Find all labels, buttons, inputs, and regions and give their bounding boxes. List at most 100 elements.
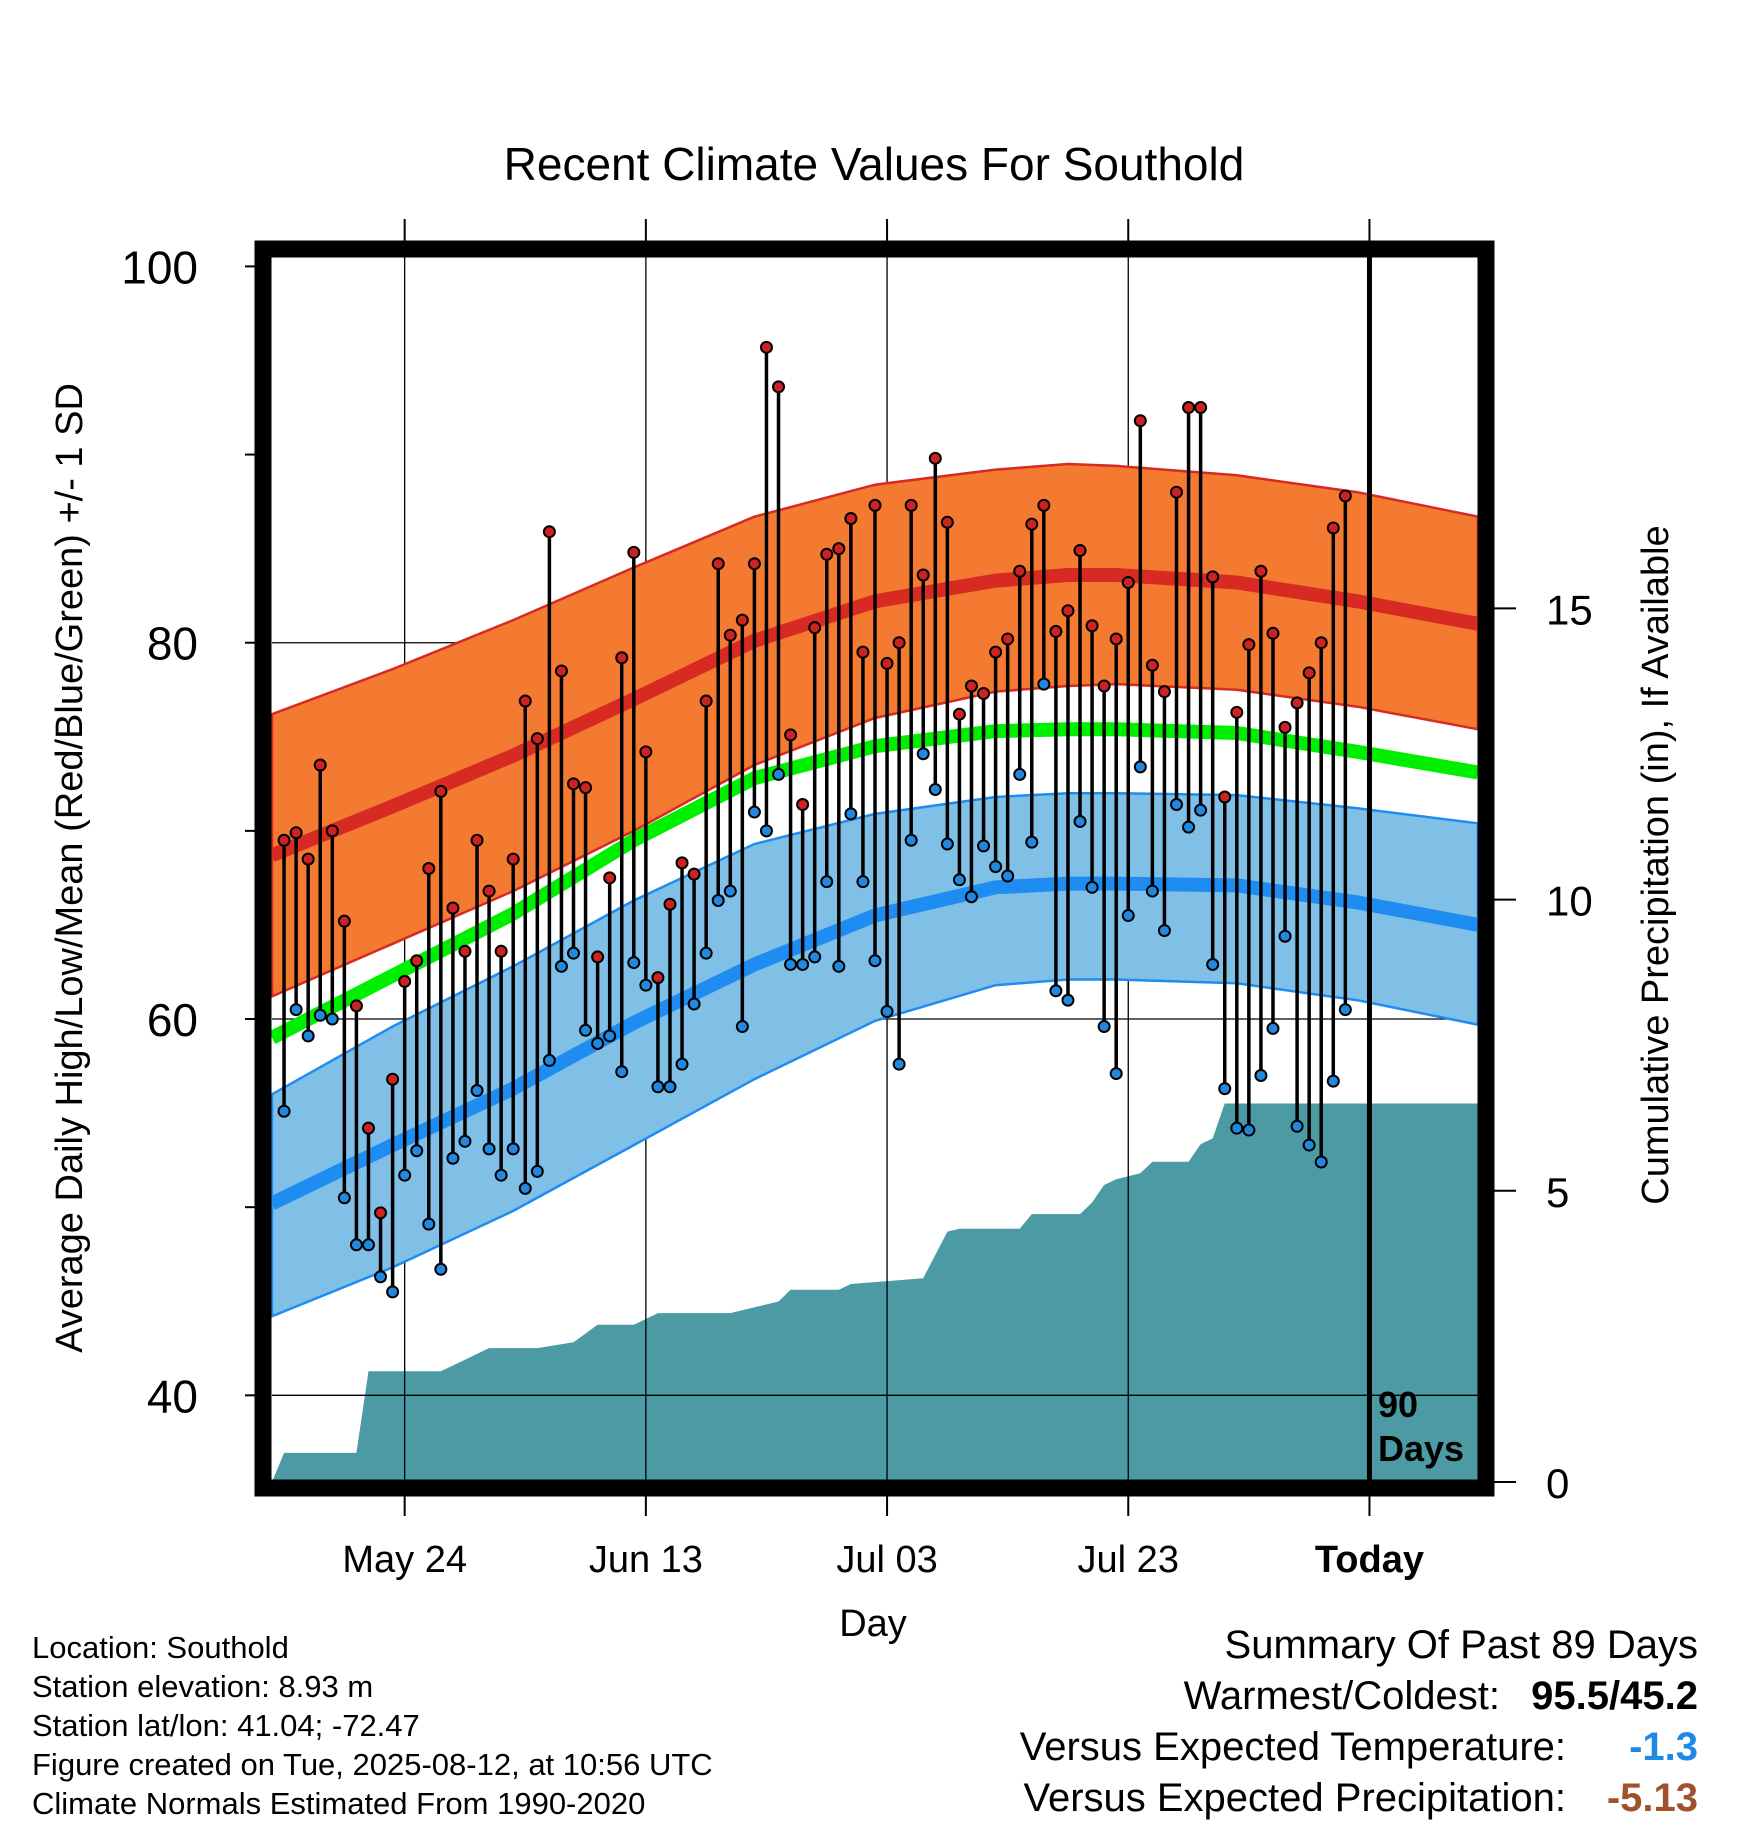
low-point-16	[470, 1084, 484, 1098]
high-point-82	[1266, 626, 1280, 640]
low-point-45	[820, 875, 834, 889]
low-point-55	[940, 837, 954, 851]
high-point-41	[772, 380, 786, 394]
high-point-56	[952, 707, 966, 721]
high-point-62	[1025, 517, 1039, 531]
low-point-73	[1157, 924, 1171, 938]
high-point-26	[591, 950, 605, 964]
high-point-77	[1206, 570, 1220, 584]
high-point-86	[1314, 636, 1328, 650]
low-point-24	[567, 946, 580, 960]
location-text: Location: Southold	[32, 1630, 289, 1665]
low-point-33	[675, 1057, 689, 1071]
today-days-number: 90	[1378, 1384, 1418, 1425]
x-tick-label-0: May 24	[342, 1539, 467, 1581]
low-point-66	[1073, 814, 1087, 828]
high-point-54	[928, 451, 942, 465]
low-point-30	[639, 978, 653, 992]
precip-area	[272, 1103, 1478, 1482]
low-point-31	[651, 1080, 665, 1094]
low-point-77	[1206, 957, 1220, 971]
high-point-68	[1097, 679, 1111, 693]
low-point-3	[313, 1008, 327, 1022]
low-point-75	[1182, 820, 1196, 834]
low-point-74	[1170, 798, 1183, 812]
y2-axis-label: Cumulative Precipitation (in), If Availa…	[1635, 525, 1677, 1204]
low-point-58	[977, 839, 991, 853]
plot-frame	[254, 240, 1495, 1497]
y-axis-label: Average Daily High/Low/Mean (Red/Blue/Gr…	[49, 383, 91, 1353]
high-point-10	[398, 974, 412, 988]
high-point-11	[410, 954, 424, 968]
elevation-text: Station elevation: 8.93 m	[32, 1669, 374, 1704]
y-tick-label-40: 40	[147, 1370, 198, 1422]
y2-tick-label-5: 5	[1546, 1169, 1569, 1216]
low-point-57	[964, 890, 978, 904]
low-point-20	[518, 1181, 532, 1195]
precip-label: Versus Expected Precipitation:	[1023, 1776, 1566, 1820]
high-point-29	[627, 545, 641, 559]
low-point-4	[325, 1012, 339, 1026]
high-point-63	[1037, 498, 1051, 512]
low-point-14	[446, 1151, 460, 1165]
daily-bars	[282, 347, 1348, 1292]
high-point-24	[567, 777, 580, 791]
low-point-37	[723, 884, 737, 898]
y2-tick-label-0: 0	[1546, 1460, 1569, 1507]
low-point-1	[289, 1003, 303, 1017]
low-point-10	[398, 1168, 412, 1182]
high-point-34	[687, 867, 701, 881]
high-point-27	[603, 871, 617, 885]
high-point-58	[977, 687, 991, 701]
high-point-30	[639, 745, 653, 759]
high-point-71	[1133, 414, 1147, 428]
high-point-51	[892, 636, 906, 650]
low-point-13	[434, 1262, 448, 1276]
high-point-70	[1121, 576, 1135, 590]
low-point-7	[361, 1238, 375, 1252]
low-point-79	[1230, 1121, 1244, 1135]
high-point-50	[880, 656, 894, 670]
low-point-5	[337, 1191, 351, 1205]
low-point-38	[735, 1020, 749, 1034]
high-point-7	[361, 1121, 375, 1135]
low-point-49	[868, 954, 882, 968]
low-point-46	[832, 959, 846, 973]
low-point-48	[856, 875, 870, 889]
latlon-text: Station lat/lon: 41.04; -72.47	[32, 1708, 420, 1743]
precip-row: Versus Expected Precipitation: -5.13	[1020, 1773, 1698, 1824]
low-point-65	[1061, 993, 1075, 1007]
normal-low-line	[268, 876, 1480, 1210]
low-point-81	[1254, 1068, 1268, 1082]
high-point-46	[832, 542, 846, 556]
high-point-35	[699, 694, 713, 708]
high-point-28	[615, 651, 629, 665]
low-point-8	[374, 1270, 388, 1284]
low-point-2	[301, 1029, 315, 1043]
low-point-71	[1133, 760, 1147, 774]
high-point-18	[494, 944, 508, 958]
high-point-6	[349, 999, 363, 1013]
low-point-29	[627, 956, 641, 970]
high-point-32	[663, 897, 677, 911]
high-point-61	[1013, 564, 1027, 578]
high-point-36	[711, 557, 725, 571]
low-point-9	[386, 1285, 400, 1299]
high-point-1	[289, 826, 303, 840]
high-point-72	[1145, 658, 1159, 672]
temp-label: Versus Expected Temperature:	[1019, 1725, 1566, 1769]
low-point-23	[554, 959, 568, 973]
low-point-61	[1013, 767, 1027, 781]
high-point-8	[374, 1206, 388, 1220]
low-point-64	[1049, 984, 1063, 998]
low-point-68	[1097, 1020, 1111, 1034]
low-point-26	[591, 1036, 605, 1050]
low-point-25	[579, 1023, 593, 1037]
low-point-76	[1194, 803, 1208, 817]
low-point-67	[1085, 880, 1099, 894]
low-point-0	[277, 1104, 291, 1118]
low-point-52	[904, 833, 918, 847]
low-point-41	[772, 767, 786, 781]
high-point-47	[844, 512, 858, 526]
